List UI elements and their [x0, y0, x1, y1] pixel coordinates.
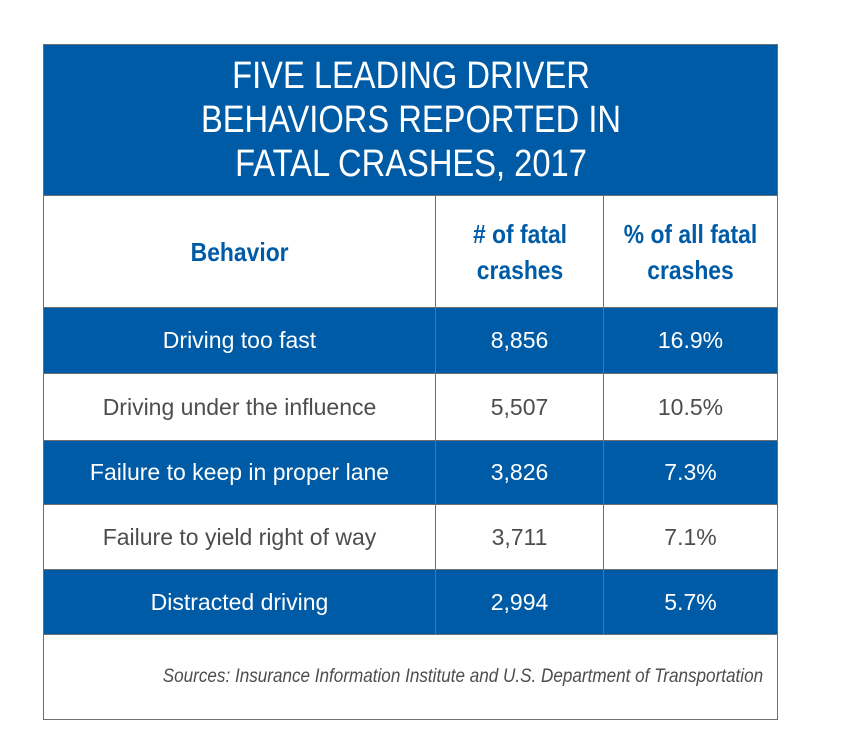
column-header-percent: % of all fatal crashes	[623, 218, 758, 285]
fatal-crashes-cell: 3,826	[436, 441, 604, 504]
behavior-cell: Distracted driving	[44, 570, 436, 634]
behavior-cell: Driving too fast	[44, 308, 436, 373]
fatal-crashes-cell: 2,994	[436, 570, 604, 634]
percent-cell: 5.7%	[664, 588, 717, 615]
table-title: FIVE LEADING DRIVER BEHAVIORS REPORTED I…	[200, 55, 621, 185]
percent-cell: 16.9%	[657, 327, 724, 353]
table-row: Driving too fast 8,856 16.9%	[44, 308, 777, 374]
table-row: Distracted driving 2,994 5.7%	[44, 570, 777, 635]
source-note: Sources: Insurance Information Institute…	[162, 666, 763, 687]
behavior-cell: Failure to keep in proper lane	[44, 441, 436, 504]
column-header-fatal-crashes: # of fatal crashes	[436, 196, 604, 307]
percent-cell: 7.3%	[664, 459, 717, 485]
table-header-row: Behavior # of fatal crashes % of all fat…	[44, 196, 777, 308]
percent-cell: 7.1%	[664, 523, 717, 550]
column-header-behavior: Behavior	[44, 196, 436, 307]
percent-cell: 10.5%	[657, 393, 724, 420]
fatal-crashes-cell: 8,856	[436, 308, 604, 373]
behavior-cell: Driving under the influence	[44, 374, 436, 440]
table-row: Failure to keep in proper lane 3,826 7.3…	[44, 441, 777, 505]
behavior-cell: Failure to yield right of way	[44, 505, 436, 569]
table-row: Failure to yield right of way 3,711 7.1%	[44, 505, 777, 570]
fatal-crashes-cell: 3,711	[436, 505, 604, 569]
fatal-crashes-cell: 5,507	[436, 374, 604, 440]
table-row: Driving under the influence 5,507 10.5%	[44, 374, 777, 441]
crash-behavior-table: FIVE LEADING DRIVER BEHAVIORS REPORTED I…	[43, 44, 778, 720]
table-title-band: FIVE LEADING DRIVER BEHAVIORS REPORTED I…	[44, 45, 777, 196]
